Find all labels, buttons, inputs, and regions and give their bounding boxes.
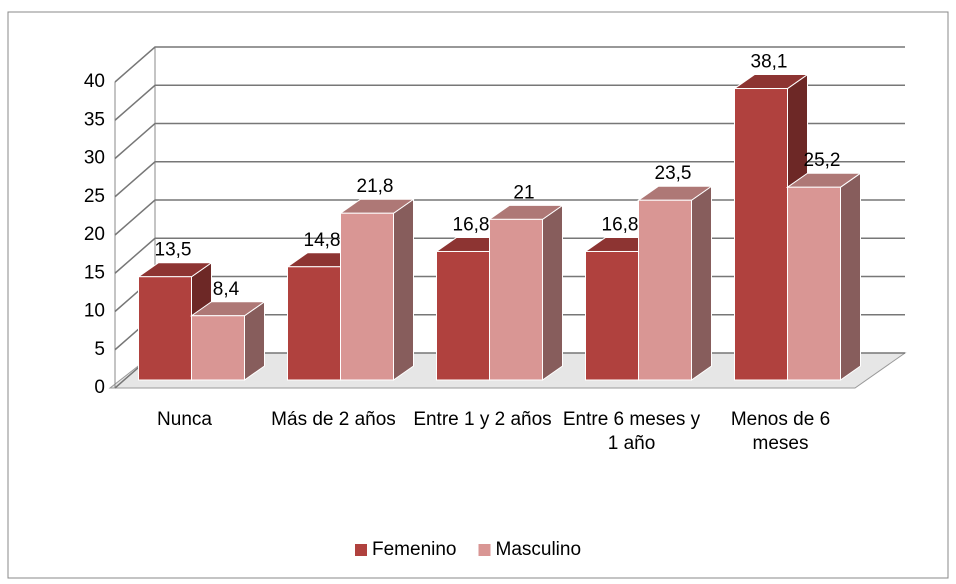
x-tick-label: Nunca bbox=[157, 409, 212, 430]
x-tick-label: Más de 2 años bbox=[271, 409, 396, 430]
grid-line bbox=[114, 84, 905, 121]
y-tick-label: 20 bbox=[84, 224, 105, 245]
y-tick-label: 10 bbox=[84, 301, 105, 322]
bar bbox=[287, 266, 341, 381]
data-label: 38,1 bbox=[751, 52, 788, 73]
bar bbox=[734, 88, 788, 381]
bar bbox=[787, 186, 841, 381]
data-label: 25,2 bbox=[804, 150, 841, 171]
y-tick-label: 40 bbox=[84, 71, 105, 92]
bar bbox=[638, 199, 692, 381]
data-label: 23,5 bbox=[655, 163, 692, 184]
legend-label: Femenino bbox=[372, 539, 457, 560]
legend-label: Masculino bbox=[496, 539, 582, 560]
bar bbox=[585, 250, 639, 381]
y-tick-label: 30 bbox=[84, 148, 105, 169]
bar bbox=[340, 212, 394, 381]
data-label: 21,8 bbox=[357, 176, 394, 197]
bar-side bbox=[691, 185, 712, 381]
x-tick-label: Entre 6 meses y 1 año bbox=[562, 409, 701, 454]
data-label: 8,4 bbox=[213, 279, 240, 300]
y-tick-label: 5 bbox=[94, 339, 105, 360]
bar bbox=[191, 315, 245, 381]
y-tick-label: 25 bbox=[84, 186, 105, 207]
data-label: 16,8 bbox=[602, 214, 639, 235]
data-label: 14,8 bbox=[304, 230, 341, 251]
legend-swatch bbox=[478, 544, 491, 556]
bar-side bbox=[393, 198, 414, 381]
legend-swatch bbox=[355, 544, 367, 556]
y-tick-label: 15 bbox=[84, 262, 105, 283]
bar bbox=[138, 276, 192, 381]
grid-line bbox=[114, 161, 905, 198]
x-tick-label: Menos de 6 meses bbox=[730, 409, 831, 454]
y-tick-label: 0 bbox=[94, 377, 105, 398]
data-label: 13,5 bbox=[155, 240, 192, 261]
bar bbox=[436, 250, 490, 381]
bar bbox=[489, 218, 543, 381]
x-tick-label: Entre 1 y 2 años bbox=[413, 409, 552, 430]
bar-side bbox=[840, 172, 861, 381]
data-label: 21 bbox=[513, 182, 534, 203]
data-label: 16,8 bbox=[453, 214, 490, 235]
grid-line bbox=[114, 46, 905, 83]
grid-line bbox=[114, 122, 905, 160]
y-tick-label: 35 bbox=[84, 109, 105, 130]
bar-side bbox=[542, 204, 563, 381]
